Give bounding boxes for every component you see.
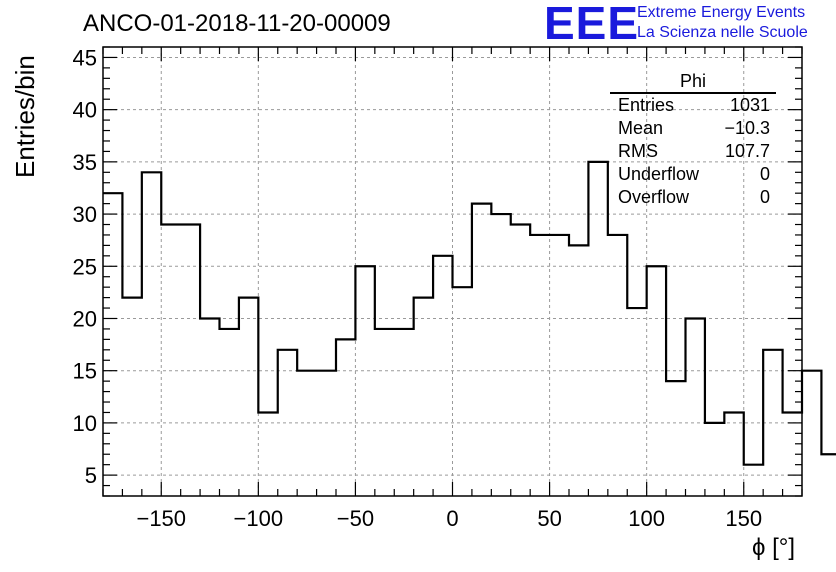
logo-line-2: La Scienza nelle Scuole — [637, 24, 808, 41]
x-tick-label: −100 — [234, 506, 284, 531]
stats-value: 107.7 — [724, 141, 770, 161]
stats-label: Overflow — [618, 187, 690, 207]
stats-row-underflow: Underflow 0 — [610, 163, 776, 186]
x-tick-label: 0 — [446, 506, 458, 531]
y-tick-label: 15 — [73, 359, 97, 384]
y-tick-label: 30 — [73, 202, 97, 227]
stats-row-overflow: Overflow 0 — [610, 186, 776, 209]
y-tick-label: 25 — [73, 254, 97, 279]
stats-row-mean: Mean −10.3 — [610, 117, 776, 140]
x-tick-label: 50 — [537, 506, 561, 531]
x-tick-label: −50 — [337, 506, 374, 531]
stats-label: Underflow — [618, 164, 700, 184]
stats-value: 0 — [759, 187, 770, 207]
y-tick-label: 5 — [85, 463, 97, 488]
stats-value: 0 — [759, 164, 770, 184]
logo-line-1: Extreme Energy Events — [637, 4, 806, 21]
y-tick-label: 45 — [73, 45, 97, 70]
stats-row-rms: RMS 107.7 — [610, 140, 776, 163]
x-tick-label: 100 — [628, 506, 665, 531]
y-tick-label: 35 — [73, 150, 97, 175]
stats-title: Phi — [610, 70, 776, 94]
stats-row-entries: Entries 1031 — [610, 94, 776, 117]
stats-label: RMS — [618, 141, 658, 161]
x-axis-label: ϕ [°] — [752, 534, 796, 561]
histogram-series — [103, 160, 836, 466]
y-tick-label: 40 — [73, 98, 97, 123]
chart-title: ANCO-01-2018-11-20-00009 — [83, 10, 391, 37]
x-tick-label: −150 — [136, 506, 186, 531]
stats-box: Phi Entries 1031 Mean −10.3 RMS 107.7 Un… — [610, 70, 776, 209]
eee-logo: EEE — [544, 0, 640, 49]
stats-label: Entries — [618, 95, 675, 115]
x-tick-label: 150 — [725, 506, 762, 531]
stats-value: −10.3 — [724, 118, 770, 138]
y-axis-label: Entries/bin — [10, 55, 40, 178]
stats-label: Mean — [618, 118, 664, 138]
y-tick-label: 10 — [73, 411, 97, 436]
y-tick-label: 20 — [73, 306, 97, 331]
stats-value: 1031 — [729, 95, 770, 115]
